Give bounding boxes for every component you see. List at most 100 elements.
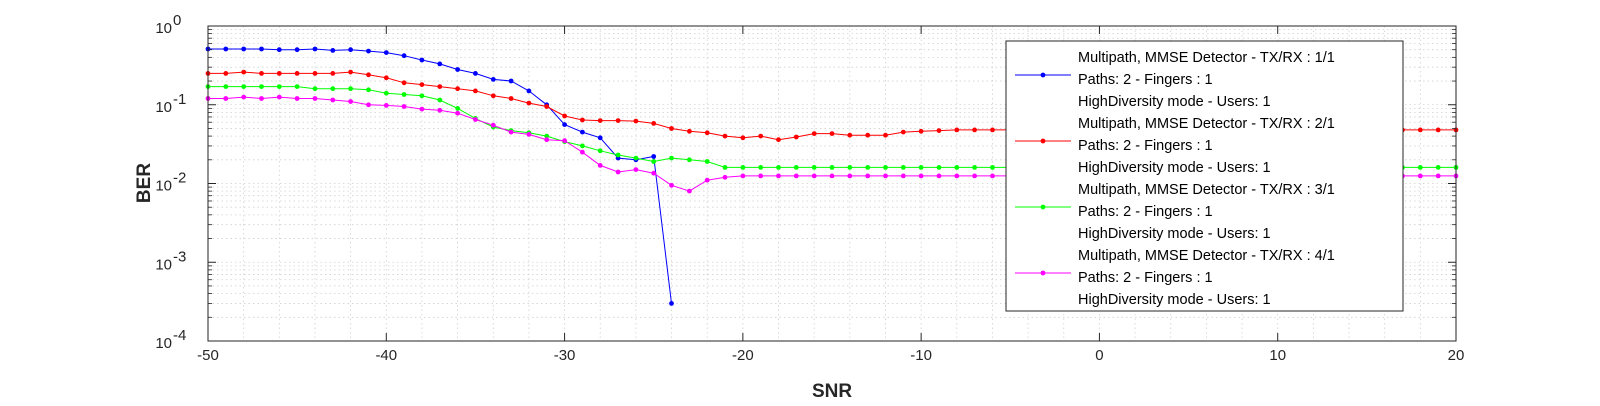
data-point <box>811 173 817 179</box>
data-point <box>793 165 799 170</box>
y-tick-base: 10 <box>155 99 172 116</box>
x-tick-label: -20 <box>732 347 754 364</box>
data-point <box>348 99 353 104</box>
data-point <box>669 155 674 161</box>
data-point <box>687 128 692 134</box>
data-point <box>811 165 817 170</box>
y-tick-exponent: -4 <box>173 327 186 344</box>
y-tick-base: 10 <box>155 256 172 273</box>
data-point <box>490 77 496 82</box>
data-point <box>259 84 264 89</box>
data-point <box>687 188 692 194</box>
data-point <box>900 129 906 135</box>
legend-entry-text: Multipath, MMSE Detector - TX/RX : 4/1 <box>1078 248 1335 264</box>
data-point <box>633 167 639 173</box>
legend-marker-sample <box>1040 72 1046 78</box>
data-point <box>847 165 853 170</box>
data-point <box>580 149 585 155</box>
data-point <box>758 165 764 170</box>
data-point <box>437 107 443 113</box>
data-point <box>490 93 496 99</box>
data-point <box>883 173 888 179</box>
data-point <box>954 127 960 133</box>
x-tick-label: -40 <box>375 347 397 364</box>
y-tick-label: 10 0 <box>155 12 181 37</box>
data-point <box>348 47 353 53</box>
data-point <box>651 154 657 159</box>
data-point <box>437 97 443 103</box>
data-point <box>740 165 746 170</box>
data-point <box>865 173 871 179</box>
legend-entry-text: Multipath, MMSE Detector - TX/RX : 1/1 <box>1078 50 1335 66</box>
data-point <box>758 133 764 139</box>
data-point <box>562 113 567 119</box>
data-point <box>419 93 425 99</box>
y-tick-exponent: -1 <box>173 91 186 108</box>
data-point <box>330 97 336 103</box>
data-point <box>954 165 960 170</box>
data-point <box>455 67 460 72</box>
data-point <box>259 46 264 52</box>
legend-entry-text: Multipath, MMSE Detector - TX/RX : 3/1 <box>1078 182 1335 198</box>
data-point <box>847 132 853 138</box>
data-point <box>259 71 264 76</box>
legend-marker-sample <box>1040 138 1046 144</box>
data-point <box>651 170 657 176</box>
data-point <box>597 118 603 123</box>
data-point <box>294 96 300 101</box>
data-point <box>383 90 389 96</box>
data-point <box>544 137 550 143</box>
data-point <box>597 135 603 141</box>
data-point <box>312 71 318 76</box>
data-point <box>900 173 906 179</box>
data-point <box>936 165 942 170</box>
data-point <box>687 157 692 163</box>
data-point <box>651 121 657 126</box>
data-point <box>241 94 247 100</box>
data-point <box>990 165 995 170</box>
data-point <box>972 127 977 133</box>
data-point <box>900 165 906 170</box>
data-point <box>223 84 229 89</box>
data-point <box>722 165 728 170</box>
data-point <box>241 84 247 89</box>
data-point <box>972 165 977 170</box>
legend-box <box>1005 40 1404 312</box>
data-point <box>455 106 460 111</box>
y-tick-label: 10 -1 <box>155 91 186 116</box>
data-point <box>419 82 425 87</box>
data-point <box>294 71 300 76</box>
data-point <box>1417 173 1423 179</box>
data-point <box>740 135 746 141</box>
data-point <box>580 117 585 123</box>
data-point <box>615 118 621 123</box>
data-point <box>366 72 371 78</box>
data-point <box>312 96 318 101</box>
data-point <box>580 129 585 135</box>
data-point <box>597 148 603 154</box>
data-point <box>223 46 229 52</box>
data-point <box>241 69 247 75</box>
data-point <box>508 78 514 84</box>
data-point <box>1435 173 1441 179</box>
data-point <box>740 173 746 179</box>
data-point <box>330 86 336 92</box>
y-tick-exponent: -3 <box>173 248 186 265</box>
data-point <box>526 88 532 94</box>
y-tick-label: 10 -2 <box>155 170 186 195</box>
data-point <box>383 75 389 81</box>
y-tick-exponent: 0 <box>173 12 181 29</box>
x-tick-label: 0 <box>1095 347 1103 364</box>
data-point <box>383 50 389 55</box>
data-point <box>366 102 371 108</box>
data-point <box>883 165 888 170</box>
data-point <box>312 86 318 92</box>
data-point <box>829 165 835 170</box>
data-point <box>526 100 532 106</box>
data-point <box>918 128 924 134</box>
data-point <box>669 182 674 188</box>
data-point <box>936 128 942 134</box>
data-point <box>776 173 781 179</box>
data-point <box>294 47 300 53</box>
data-point <box>633 155 639 161</box>
